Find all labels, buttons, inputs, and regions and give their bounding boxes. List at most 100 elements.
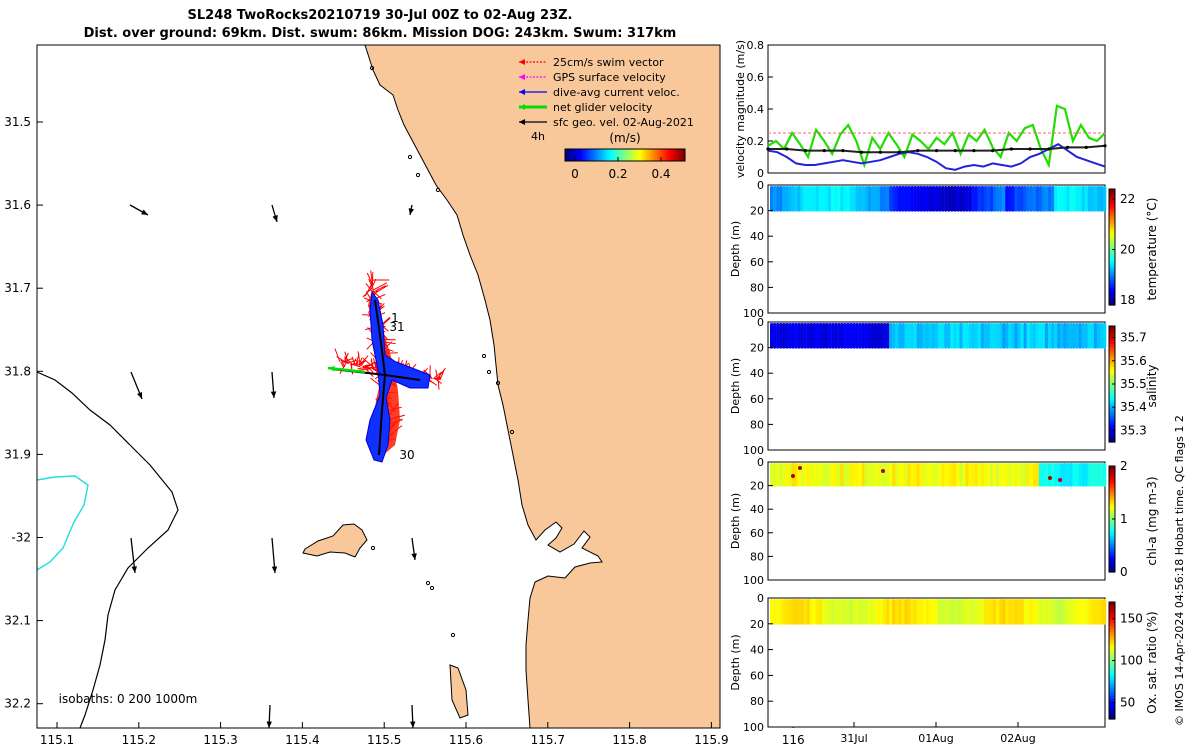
section-colorbar-cell (1109, 519, 1115, 523)
section-data-cell (1032, 463, 1037, 487)
section-colorbar-cell (1109, 413, 1115, 417)
section-colorbar-cell (1109, 481, 1115, 486)
section-data-cell (1032, 599, 1037, 625)
section-data-cell (840, 323, 844, 349)
section-data-cell (941, 599, 945, 625)
section-data-cell (1103, 323, 1107, 349)
section-colorbar-tick-label: 1 (1120, 512, 1128, 526)
legend-arrowhead (519, 119, 525, 125)
section-colorbar-cell (1109, 471, 1115, 475)
section-data-cell (1005, 463, 1009, 487)
section-data-cell (788, 323, 792, 349)
section-data-cell (849, 599, 853, 625)
section-data-cell (968, 599, 972, 625)
section-data-cell (1029, 323, 1033, 349)
chl-hotspot (798, 466, 802, 470)
section-data-cell (996, 463, 1000, 487)
map-colorbar-cell (595, 149, 598, 161)
map-colorbar-cell (623, 149, 626, 161)
section-data-cell (788, 599, 792, 625)
section-data-cell (846, 323, 850, 349)
map-colorbar-cell (653, 149, 656, 161)
section-data-cell (1069, 463, 1073, 487)
section-data-cell (831, 186, 835, 212)
map-colorbar-cell (577, 149, 580, 161)
map-colorbar-cell (657, 149, 660, 161)
islet (450, 632, 456, 638)
section-data-cell (1011, 463, 1015, 487)
section-data-cell (1078, 323, 1082, 349)
section-data-cell (928, 186, 933, 212)
section-colorbar-cell (1109, 415, 1115, 420)
lat-tick-label: 31.9 (4, 447, 31, 461)
section-data-cell (971, 186, 975, 212)
section-colorbar-cell (1109, 191, 1115, 196)
section-data-cell (824, 186, 829, 212)
map-colorbar-tick-label: 0 (571, 167, 579, 181)
section-colorbar-cell (1109, 625, 1115, 629)
section-data-cell (791, 323, 795, 349)
section-colorbar-cell (1109, 716, 1115, 720)
section-data-cell (1084, 323, 1088, 349)
section-data-cell (968, 186, 972, 212)
section-colorbar-cell (1109, 710, 1115, 714)
lat-tick-label: 32.2 (4, 697, 31, 711)
legend-arrowhead (519, 74, 525, 80)
section-data-cell (956, 323, 960, 349)
map-colorbar-cell (605, 149, 608, 161)
section-data-cell (925, 599, 930, 625)
section-data-cell (861, 599, 865, 625)
map-colorbar-cell (649, 149, 652, 161)
section-data-cell (815, 463, 820, 487)
section-colorbar-cell (1109, 569, 1115, 573)
sfc-geo-arrow-head (272, 215, 278, 222)
section-data-cell (898, 463, 902, 487)
section-data-cell (1081, 323, 1085, 349)
section-data-cell (782, 186, 786, 212)
section-colorbar-cell (1109, 235, 1115, 239)
section-colorbar-cell (1109, 241, 1115, 245)
map-colorbar-cell (573, 149, 576, 161)
section-data-cell (1090, 463, 1095, 487)
section-data-cell (1060, 463, 1064, 487)
islet (407, 154, 413, 160)
section-data-cell (986, 599, 991, 625)
section-colorbar-cell (1109, 660, 1115, 665)
map-colorbar-cell (565, 149, 568, 161)
section-data-cell (791, 186, 795, 212)
section-data-cell (938, 463, 942, 487)
section-data-cell (950, 186, 954, 212)
section-colorbar-cell (1109, 476, 1115, 480)
section-data-cell (910, 599, 914, 625)
section-data-cell (883, 186, 887, 212)
section-colorbar-cell (1109, 604, 1115, 609)
section-data-cell (996, 186, 1000, 212)
section-colorbar-cell (1109, 645, 1115, 650)
section-data-cell (849, 186, 853, 212)
map-colorbar-cell (661, 149, 664, 161)
section-data-cell (821, 186, 826, 212)
section-data-cell (1072, 186, 1076, 212)
section-data-cell (834, 323, 838, 349)
section-colorbar-cell (1109, 548, 1115, 552)
sfc-geo-arrow-head (137, 392, 143, 399)
section-colorbar-cell (1109, 524, 1115, 528)
section-colorbar-cell (1109, 489, 1115, 494)
section-data-cell (947, 463, 951, 487)
section-colorbar-cell (1109, 532, 1115, 536)
section-data-cell (1081, 186, 1085, 212)
map-colorbar-cell (631, 149, 634, 161)
section-data-cell (879, 599, 884, 625)
velocity-ylabel: velocity magnitude (m/s) (734, 40, 747, 178)
section-data-cell (855, 323, 859, 349)
section-ytick-label: 100 (743, 721, 764, 734)
legend-label: dive-avg current veloc. (553, 86, 680, 99)
section-data-cell (776, 599, 780, 625)
lat-tick-label: 31.6 (4, 198, 31, 212)
map-colorbar-cell (643, 149, 646, 161)
section-colorbar-cell (1109, 386, 1115, 391)
section-colorbar-cell (1109, 648, 1115, 653)
section-colorbar-cell (1109, 695, 1115, 700)
map-colorbar-cell (655, 149, 658, 161)
section-data-cell (1023, 186, 1027, 212)
